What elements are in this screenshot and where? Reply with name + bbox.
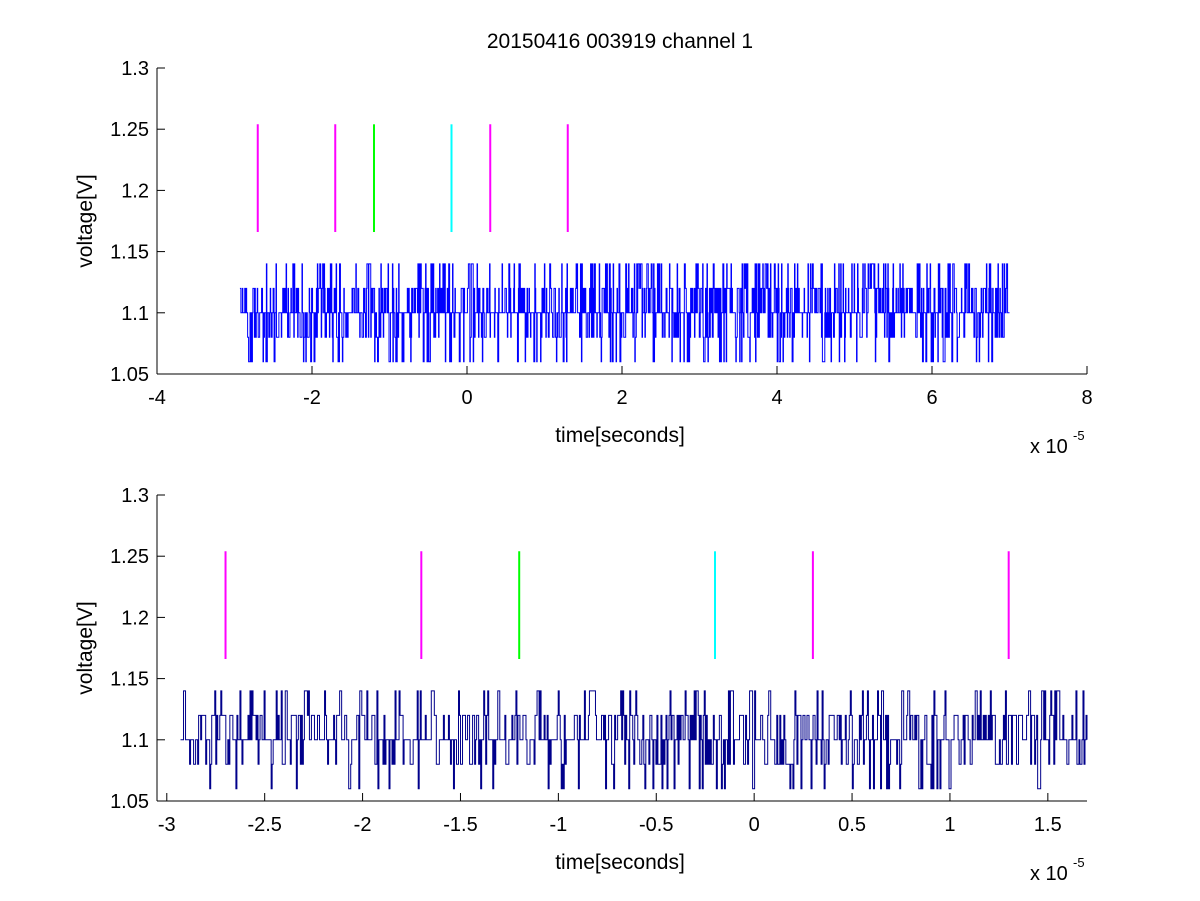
x-tick-label: -4 (148, 387, 166, 409)
x-axis-label: time[seconds] (555, 424, 685, 447)
x-tick-label: 4 (771, 387, 782, 409)
x-axis-label: time[seconds] (555, 851, 685, 874)
y-tick-label: 1.15 (110, 242, 149, 264)
x-tick-label: -2 (354, 814, 372, 836)
x-exponent-value: -5 (1073, 855, 1085, 870)
x-tick-label: 8 (1081, 387, 1092, 409)
x-tick-label: -2.5 (247, 814, 281, 836)
x-tick-label: -1.5 (443, 814, 477, 836)
x-tick-label: 2 (616, 387, 627, 409)
y-tick-label: 1.3 (121, 485, 149, 507)
y-axis-label: voltage[V] (74, 601, 97, 694)
y-tick-label: 1.1 (121, 730, 149, 752)
x-tick-label: -1 (549, 814, 567, 836)
x-tick-label: -0.5 (639, 814, 673, 836)
y-tick-label: 1.2 (121, 180, 149, 202)
x-tick-label: 0 (461, 387, 472, 409)
x-exponent-value: -5 (1073, 428, 1085, 443)
x-exponent-label: x 10 (1030, 863, 1068, 885)
signal-trace (239, 263, 1010, 363)
y-tick-label: 1.25 (110, 119, 149, 141)
x-tick-label: -3 (158, 814, 176, 836)
bottom-plot: -3 -2.5 -2 -1.5 -1 -0.5 0 0.5 1 1.5 1.05 1.1 1.15 1.2… (74, 485, 1088, 885)
y-axis-label: voltage[V] (74, 174, 97, 267)
signal-trace (180, 690, 1088, 790)
y-tick-label: 1.25 (110, 546, 149, 568)
y-tick-label: 1.1 (121, 303, 149, 325)
chart-title: 20150416 003919 channel 1 (487, 30, 753, 53)
x-exponent-label: x 10 (1030, 436, 1068, 458)
x-tick-label: -2 (303, 387, 321, 409)
x-tick-label: 1.5 (1034, 814, 1062, 836)
y-tick-label: 1.05 (110, 791, 149, 813)
x-tick-label: 6 (926, 387, 937, 409)
y-tick-label: 1.15 (110, 669, 149, 691)
x-tick-label: 0 (749, 814, 760, 836)
x-tick-label: 1 (944, 814, 955, 836)
top-plot: -4 -2 0 2 4 6 8 1.05 1.1 1.15 1.2 1.25 1.3 time[secon… (74, 58, 1093, 458)
x-tick-label: 0.5 (838, 814, 866, 836)
y-tick-label: 1.05 (110, 364, 149, 386)
y-tick-label: 1.3 (121, 58, 149, 80)
y-tick-label: 1.2 (121, 607, 149, 629)
